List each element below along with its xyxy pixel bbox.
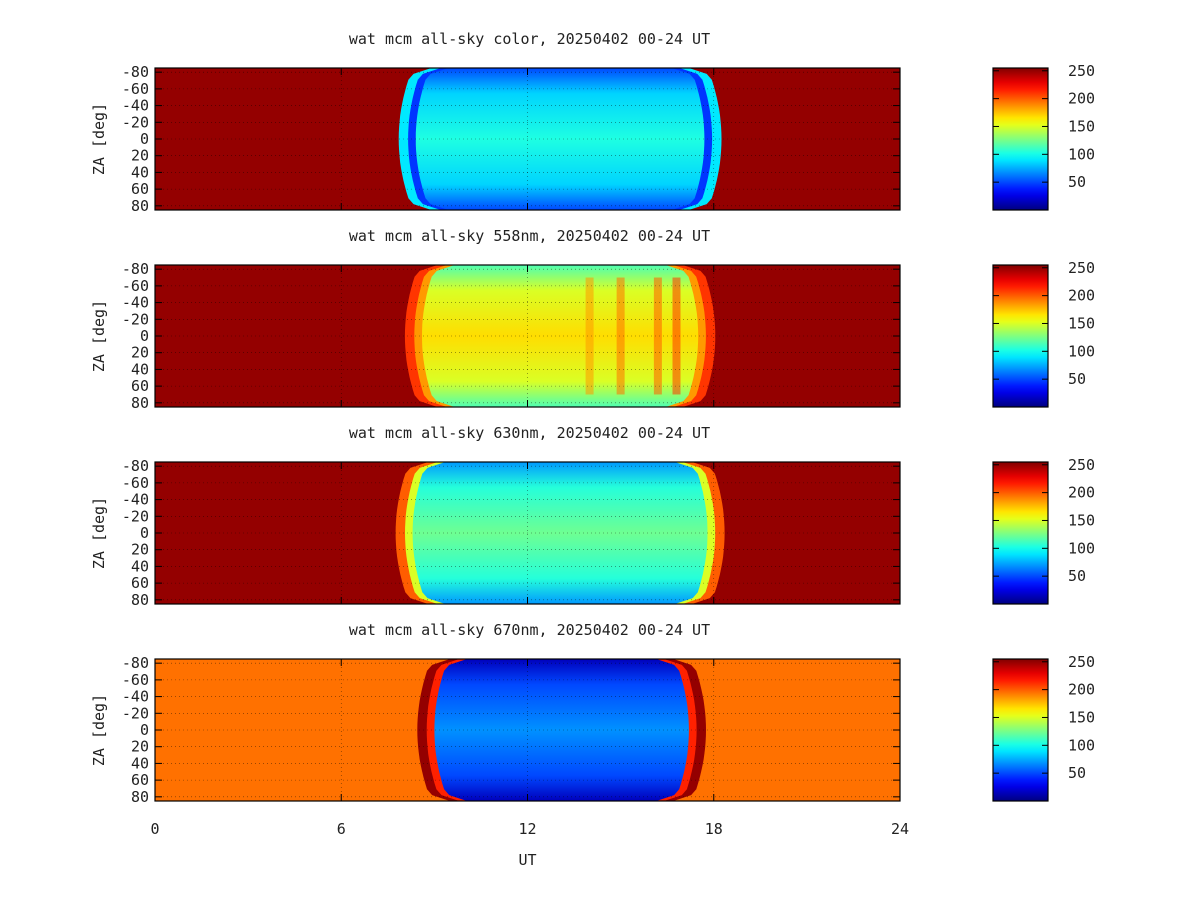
y-tick-label: -80: [122, 260, 149, 278]
y-tick-label: -60: [122, 80, 149, 98]
daylight-region: [415, 68, 705, 210]
colorbar-tick-label: 100: [1068, 539, 1095, 557]
y-tick-label: -60: [122, 671, 149, 689]
colorbar-tick-label: 250: [1068, 62, 1095, 80]
panel-title: wat mcm all-sky 630nm, 20250402 00-24 UT: [349, 424, 710, 442]
y-tick-label: 20: [131, 738, 149, 756]
colorbar-tick-label: 200: [1068, 681, 1095, 699]
y-tick-label: -20: [122, 310, 149, 328]
colorbar: 50 100 150 200 250: [992, 653, 1095, 802]
colorbar-tick-label: 150: [1068, 314, 1095, 332]
y-tick-label: -80: [122, 654, 149, 672]
y-axis-label: ZA [deg]: [90, 300, 108, 372]
colorbar: 50 100 150 200 250: [992, 456, 1095, 605]
y-tick-label: 20: [131, 541, 149, 559]
colorbar-tick-label: 150: [1068, 708, 1095, 726]
y-tick-label: 0: [140, 130, 149, 148]
colorbar-tick-label: 250: [1068, 653, 1095, 671]
heatmap-area: [155, 462, 900, 604]
daylight-region: [422, 265, 699, 407]
y-tick-label: 60: [131, 180, 149, 198]
y-tick-label: 40: [131, 754, 149, 772]
colorbar-tick-label: 100: [1068, 145, 1095, 163]
heatmap-area: [155, 265, 900, 407]
y-tick-label: 0: [140, 721, 149, 739]
y-tick-label: 80: [131, 788, 149, 806]
y-tick-label: -40: [122, 491, 149, 509]
y-tick-label: 60: [131, 771, 149, 789]
colorbar: 50 100 150 200 250: [992, 259, 1095, 408]
heatmap-area: [155, 659, 900, 801]
colorbar-tick-label: 150: [1068, 511, 1095, 529]
y-tick-label: 20: [131, 147, 149, 165]
daylight-region: [434, 659, 689, 801]
y-tick-label: -80: [122, 457, 149, 475]
y-tick-label: -40: [122, 294, 149, 312]
colorbar-tick-label: 250: [1068, 456, 1095, 474]
x-tick-label: 24: [891, 820, 909, 838]
x-tick-label: 6: [337, 820, 346, 838]
x-tick-label: 12: [518, 820, 536, 838]
y-tick-label: -80: [122, 63, 149, 81]
colorbar-tick-label: 200: [1068, 90, 1095, 108]
x-tick-label: 0: [150, 820, 159, 838]
x-tick-label: 18: [705, 820, 723, 838]
streak-2: [616, 277, 625, 395]
colorbar-tick-label: 250: [1068, 259, 1095, 277]
panel-title: wat mcm all-sky color, 20250402 00-24 UT: [349, 30, 710, 48]
streak-1: [585, 277, 594, 395]
colorbar-tick-label: 100: [1068, 736, 1095, 754]
y-tick-label: -60: [122, 277, 149, 295]
colorbar-tick-label: 150: [1068, 117, 1095, 135]
colorbar-tick-label: 50: [1068, 370, 1086, 388]
streak-4: [672, 277, 681, 395]
y-tick-label: 0: [140, 327, 149, 345]
y-tick-label: -20: [122, 507, 149, 525]
colorbar-tick-label: 100: [1068, 342, 1095, 360]
y-tick-label: 80: [131, 394, 149, 412]
y-tick-label: -40: [122, 688, 149, 706]
colorbar-tick-label: 50: [1068, 764, 1086, 782]
y-tick-label: -20: [122, 704, 149, 722]
y-tick-label: -60: [122, 474, 149, 492]
heatmap-area: [155, 68, 900, 210]
colorbar: 50 100 150 200 250: [992, 62, 1095, 211]
y-tick-label: 80: [131, 197, 149, 215]
y-tick-label: 40: [131, 360, 149, 378]
y-tick-label: 40: [131, 557, 149, 575]
colorbar-tick-label: 200: [1068, 484, 1095, 502]
y-tick-label: 40: [131, 163, 149, 181]
colorbar-tick-label: 50: [1068, 567, 1086, 585]
y-tick-label: -20: [122, 113, 149, 131]
y-tick-label: 60: [131, 377, 149, 395]
y-axis-label: ZA [deg]: [90, 497, 108, 569]
y-axis-label: ZA [deg]: [90, 103, 108, 175]
y-tick-label: 0: [140, 524, 149, 542]
y-tick-label: 80: [131, 591, 149, 609]
panel-title: wat mcm all-sky 670nm, 20250402 00-24 UT: [349, 621, 710, 639]
y-axis-label: ZA [deg]: [90, 694, 108, 766]
daylight-region: [412, 462, 708, 604]
streak-3: [653, 277, 662, 395]
y-tick-label: 20: [131, 344, 149, 362]
colorbar-tick-label: 50: [1068, 173, 1086, 191]
panel-title: wat mcm all-sky 558nm, 20250402 00-24 UT: [349, 227, 710, 245]
y-tick-label: -40: [122, 97, 149, 115]
x-axis-label: UT: [518, 851, 536, 869]
colorbar-tick-label: 200: [1068, 287, 1095, 305]
y-tick-label: 60: [131, 574, 149, 592]
